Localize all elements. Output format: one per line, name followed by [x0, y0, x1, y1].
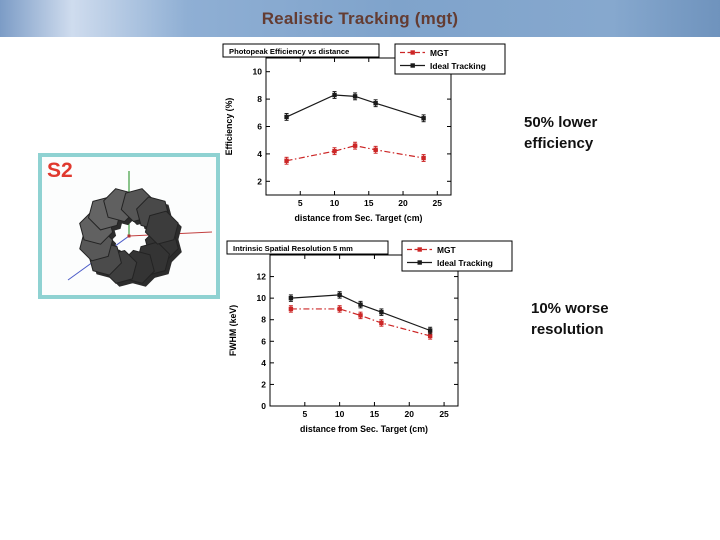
svg-text:25: 25	[433, 198, 443, 208]
svg-text:6: 6	[261, 336, 266, 346]
svg-text:distance from Sec. Target (cm): distance from Sec. Target (cm)	[300, 424, 428, 434]
svg-text:5: 5	[302, 409, 307, 419]
detector-figure-box: S2	[38, 153, 220, 299]
svg-text:Ideal Tracking: Ideal Tracking	[437, 258, 493, 268]
svg-text:10: 10	[257, 293, 267, 303]
svg-text:Intrinsic Spatial Resolution 5: Intrinsic Spatial Resolution 5 mm	[233, 244, 353, 253]
svg-text:4: 4	[261, 358, 266, 368]
svg-text:MGT: MGT	[430, 48, 449, 58]
svg-text:Efficiency (%): Efficiency (%)	[224, 98, 234, 156]
detector-label: S2	[47, 159, 73, 182]
svg-text:20: 20	[398, 198, 408, 208]
svg-text:8: 8	[261, 315, 266, 325]
svg-text:MGT: MGT	[437, 245, 456, 255]
svg-text:20: 20	[405, 409, 415, 419]
svg-text:15: 15	[370, 409, 380, 419]
header-bar: Realistic Tracking (mgt)	[0, 0, 720, 37]
svg-text:2: 2	[257, 176, 262, 186]
svg-text:10: 10	[253, 67, 263, 77]
svg-text:10: 10	[335, 409, 345, 419]
efficiency-annotation: 50% lower efficiency	[524, 114, 598, 152]
svg-text:6: 6	[257, 122, 262, 132]
slide-title: Realistic Tracking (mgt)	[261, 8, 459, 28]
svg-text:15: 15	[364, 198, 374, 208]
svg-text:4: 4	[257, 149, 262, 159]
resolution-chart: 5 10 15 20 25 0 2 4 6 8 10 12 distance from Sec. Tar…	[226, 240, 513, 434]
efficiency-chart: 5 10 15 20 25 2 4 6 8 10 distance from Sec. Target…	[222, 43, 506, 223]
svg-text:10: 10	[330, 198, 340, 208]
detector-ring-figure	[67, 171, 213, 287]
svg-text:distance from Sec. Target (cm): distance from Sec. Target (cm)	[295, 213, 423, 223]
svg-text:FWHM (keV): FWHM (keV)	[228, 305, 238, 356]
svg-text:25: 25	[439, 409, 449, 419]
resolution-annotation: 10% worse resolution	[531, 300, 609, 338]
svg-text:Photopeak Efficiency vs distan: Photopeak Efficiency vs distance	[229, 47, 349, 56]
svg-text:12: 12	[257, 272, 267, 282]
svg-text:Ideal Tracking: Ideal Tracking	[430, 61, 486, 71]
svg-text:8: 8	[257, 94, 262, 104]
svg-text:2: 2	[261, 379, 266, 389]
svg-text:0: 0	[261, 401, 266, 411]
svg-text:5: 5	[298, 198, 303, 208]
